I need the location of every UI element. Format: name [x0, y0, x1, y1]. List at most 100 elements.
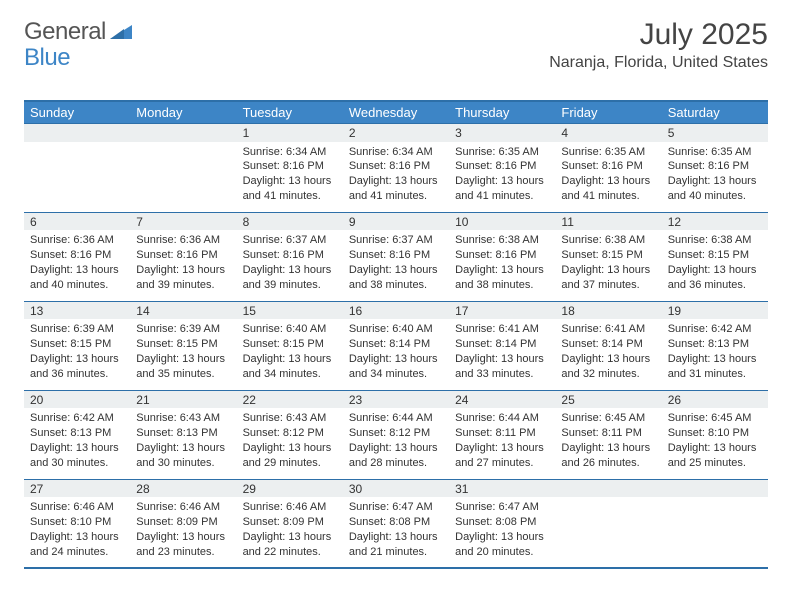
- day-content-cell: Sunrise: 6:45 AMSunset: 8:11 PMDaylight:…: [555, 408, 661, 479]
- day-content-cell: Sunrise: 6:38 AMSunset: 8:15 PMDaylight:…: [555, 230, 661, 301]
- day-content-cell: Sunrise: 6:42 AMSunset: 8:13 PMDaylight:…: [24, 408, 130, 479]
- day-content-cell: Sunrise: 6:46 AMSunset: 8:09 PMDaylight:…: [237, 497, 343, 568]
- daylight-line: Daylight: 13 hours and 37 minutes.: [561, 263, 655, 293]
- sunset-line: Sunset: 8:08 PM: [455, 515, 549, 530]
- sunrise-line: Sunrise: 6:38 AM: [668, 233, 762, 248]
- sunset-line: Sunset: 8:13 PM: [136, 426, 230, 441]
- daylight-line: Daylight: 13 hours and 38 minutes.: [455, 263, 549, 293]
- location: Naranja, Florida, United States: [549, 54, 768, 72]
- content-row: Sunrise: 6:46 AMSunset: 8:10 PMDaylight:…: [24, 497, 768, 568]
- daylight-line: Daylight: 13 hours and 33 minutes.: [455, 352, 549, 382]
- day-number-cell: 22: [237, 390, 343, 408]
- day-number-cell: 24: [449, 390, 555, 408]
- day-content-cell: [24, 142, 130, 213]
- day-number-cell: 23: [343, 390, 449, 408]
- sunrise-line: Sunrise: 6:39 AM: [136, 322, 230, 337]
- day-header: Friday: [555, 101, 661, 124]
- day-number-cell: [130, 124, 236, 142]
- day-number-cell: 13: [24, 301, 130, 319]
- daylight-line: Daylight: 13 hours and 22 minutes.: [243, 530, 337, 560]
- day-content-cell: Sunrise: 6:40 AMSunset: 8:15 PMDaylight:…: [237, 319, 343, 390]
- daynum-row: 13141516171819: [24, 301, 768, 319]
- sunrise-line: Sunrise: 6:38 AM: [455, 233, 549, 248]
- title-block: July 2025 Naranja, Florida, United State…: [549, 18, 768, 72]
- day-content-cell: Sunrise: 6:39 AMSunset: 8:15 PMDaylight:…: [130, 319, 236, 390]
- sunrise-line: Sunrise: 6:40 AM: [349, 322, 443, 337]
- day-content-cell: Sunrise: 6:46 AMSunset: 8:10 PMDaylight:…: [24, 497, 130, 568]
- logo-text-general: General: [24, 18, 106, 46]
- sunrise-line: Sunrise: 6:47 AM: [455, 500, 549, 515]
- day-number-cell: 16: [343, 301, 449, 319]
- day-header: Saturday: [662, 101, 768, 124]
- day-number-cell: 25: [555, 390, 661, 408]
- daylight-line: Daylight: 13 hours and 26 minutes.: [561, 441, 655, 471]
- day-content-cell: Sunrise: 6:43 AMSunset: 8:13 PMDaylight:…: [130, 408, 236, 479]
- day-number-cell: [24, 124, 130, 142]
- day-number-cell: 26: [662, 390, 768, 408]
- day-number-cell: 3: [449, 124, 555, 142]
- day-number-cell: 5: [662, 124, 768, 142]
- sunset-line: Sunset: 8:14 PM: [349, 337, 443, 352]
- day-number-cell: 29: [237, 479, 343, 497]
- sunrise-line: Sunrise: 6:43 AM: [136, 411, 230, 426]
- sunset-line: Sunset: 8:09 PM: [136, 515, 230, 530]
- day-number-cell: 6: [24, 212, 130, 230]
- day-content-cell: Sunrise: 6:37 AMSunset: 8:16 PMDaylight:…: [237, 230, 343, 301]
- day-content-cell: Sunrise: 6:46 AMSunset: 8:09 PMDaylight:…: [130, 497, 236, 568]
- sunset-line: Sunset: 8:10 PM: [668, 426, 762, 441]
- sunset-line: Sunset: 8:15 PM: [561, 248, 655, 263]
- day-number-cell: 31: [449, 479, 555, 497]
- day-content-cell: [662, 497, 768, 568]
- daylight-line: Daylight: 13 hours and 31 minutes.: [668, 352, 762, 382]
- daylight-line: Daylight: 13 hours and 27 minutes.: [455, 441, 549, 471]
- day-header: Monday: [130, 101, 236, 124]
- sunrise-line: Sunrise: 6:46 AM: [243, 500, 337, 515]
- day-number-cell: 9: [343, 212, 449, 230]
- daylight-line: Daylight: 13 hours and 30 minutes.: [30, 441, 124, 471]
- day-header: Tuesday: [237, 101, 343, 124]
- sunrise-line: Sunrise: 6:38 AM: [561, 233, 655, 248]
- day-number-cell: 17: [449, 301, 555, 319]
- sunrise-line: Sunrise: 6:44 AM: [455, 411, 549, 426]
- day-content-cell: Sunrise: 6:34 AMSunset: 8:16 PMDaylight:…: [343, 142, 449, 213]
- day-content-cell: Sunrise: 6:47 AMSunset: 8:08 PMDaylight:…: [343, 497, 449, 568]
- sunset-line: Sunset: 8:14 PM: [455, 337, 549, 352]
- day-number-cell: 8: [237, 212, 343, 230]
- day-number-cell: [662, 479, 768, 497]
- logo: General: [24, 18, 134, 46]
- daylight-line: Daylight: 13 hours and 41 minutes.: [349, 174, 443, 204]
- day-content-cell: Sunrise: 6:41 AMSunset: 8:14 PMDaylight:…: [555, 319, 661, 390]
- daylight-line: Daylight: 13 hours and 40 minutes.: [668, 174, 762, 204]
- sunrise-line: Sunrise: 6:42 AM: [30, 411, 124, 426]
- day-content-cell: Sunrise: 6:40 AMSunset: 8:14 PMDaylight:…: [343, 319, 449, 390]
- header: General July 2025 Naranja, Florida, Unit…: [24, 18, 768, 72]
- sunrise-line: Sunrise: 6:46 AM: [30, 500, 124, 515]
- sunrise-line: Sunrise: 6:35 AM: [668, 145, 762, 160]
- daylight-line: Daylight: 13 hours and 36 minutes.: [30, 352, 124, 382]
- sunrise-line: Sunrise: 6:37 AM: [349, 233, 443, 248]
- sunset-line: Sunset: 8:15 PM: [243, 337, 337, 352]
- sunset-line: Sunset: 8:09 PM: [243, 515, 337, 530]
- day-number-cell: [555, 479, 661, 497]
- day-number-cell: 15: [237, 301, 343, 319]
- daylight-line: Daylight: 13 hours and 40 minutes.: [30, 263, 124, 293]
- sunrise-line: Sunrise: 6:36 AM: [30, 233, 124, 248]
- daylight-line: Daylight: 13 hours and 24 minutes.: [30, 530, 124, 560]
- content-row: Sunrise: 6:34 AMSunset: 8:16 PMDaylight:…: [24, 142, 768, 213]
- sunrise-line: Sunrise: 6:45 AM: [668, 411, 762, 426]
- logo-icon: [110, 21, 132, 44]
- sunrise-line: Sunrise: 6:37 AM: [243, 233, 337, 248]
- day-content-cell: Sunrise: 6:35 AMSunset: 8:16 PMDaylight:…: [662, 142, 768, 213]
- day-number-cell: 10: [449, 212, 555, 230]
- sunset-line: Sunset: 8:11 PM: [561, 426, 655, 441]
- daylight-line: Daylight: 13 hours and 39 minutes.: [243, 263, 337, 293]
- daylight-line: Daylight: 13 hours and 30 minutes.: [136, 441, 230, 471]
- day-number-cell: 4: [555, 124, 661, 142]
- daylight-line: Daylight: 13 hours and 38 minutes.: [349, 263, 443, 293]
- day-number-cell: 12: [662, 212, 768, 230]
- content-row: Sunrise: 6:42 AMSunset: 8:13 PMDaylight:…: [24, 408, 768, 479]
- sunset-line: Sunset: 8:12 PM: [349, 426, 443, 441]
- sunrise-line: Sunrise: 6:41 AM: [561, 322, 655, 337]
- sunrise-line: Sunrise: 6:35 AM: [455, 145, 549, 160]
- sunset-line: Sunset: 8:16 PM: [243, 248, 337, 263]
